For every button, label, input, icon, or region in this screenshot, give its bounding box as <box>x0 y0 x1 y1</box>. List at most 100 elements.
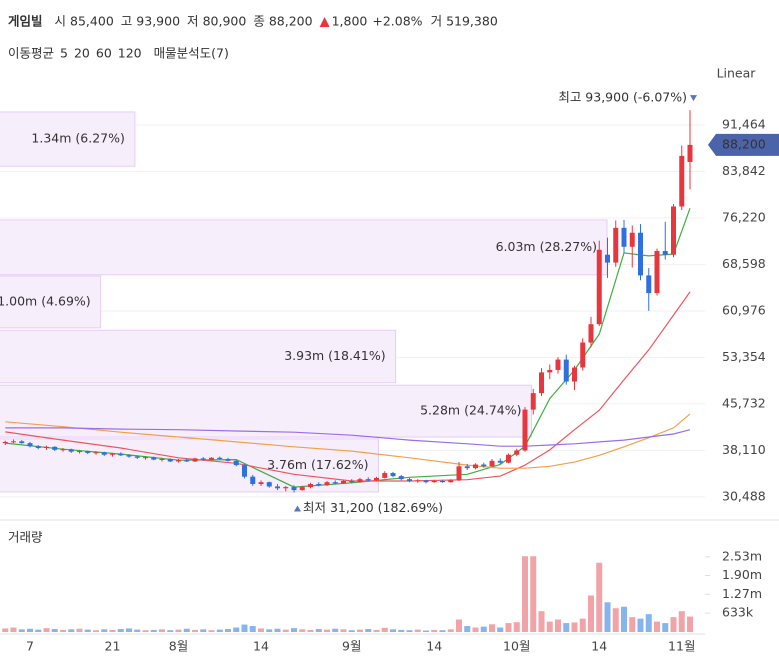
volume-bar <box>18 629 25 632</box>
high-marker <box>690 95 697 102</box>
volume-bar <box>282 629 289 632</box>
volume-bar <box>431 629 438 632</box>
candle-body <box>596 249 602 325</box>
volume-bar <box>233 627 240 632</box>
label-layer: Linear 게임빌 시 85,400 고 93,900 저 80,900 종 88,200 1,… <box>0 14 779 654</box>
volume-bar <box>546 621 553 632</box>
x-tick-label: 9월 <box>342 639 361 654</box>
candle-body <box>192 458 198 462</box>
header-label: 시 <box>55 14 67 29</box>
x-tick-label: 7 <box>26 639 34 654</box>
candle-body <box>27 443 33 447</box>
volume-bar <box>68 629 75 632</box>
candle-body <box>382 473 388 478</box>
volume-bar <box>315 629 322 632</box>
candle-body <box>250 476 256 485</box>
volume-bar <box>555 619 561 632</box>
y-tick-label: 45,732 <box>722 395 766 410</box>
volume-bar <box>249 626 256 632</box>
moving-average-line <box>5 291 691 482</box>
candle-body <box>530 393 536 410</box>
price-change-pct: +2.08% <box>372 14 422 29</box>
header-value: 80,900 <box>203 14 247 29</box>
candle-body <box>299 487 305 491</box>
volume-bar <box>662 623 669 632</box>
volume-profile-label: 5.28m (24.74%) <box>420 403 521 418</box>
volume-bar <box>109 629 116 632</box>
header-label: 고 <box>121 14 133 29</box>
candle-body <box>555 359 561 370</box>
x-tick-label: 8월 <box>169 639 188 654</box>
candle-body <box>275 486 280 489</box>
candle-body <box>646 275 652 294</box>
volume-profile-band <box>0 275 102 329</box>
last-price-tag <box>708 133 779 156</box>
candle-body <box>489 460 495 467</box>
volume-profile-label: 1.00m (4.69%) <box>0 293 91 308</box>
volume-bar <box>192 629 198 632</box>
candle-body <box>184 460 190 462</box>
volume-bar <box>142 630 149 632</box>
volume-bar <box>596 562 603 632</box>
volume-bar <box>348 630 355 632</box>
stock-name: 게임빌 <box>8 14 43 29</box>
legend-entry: 60 <box>96 46 112 61</box>
candle-body <box>539 372 544 394</box>
candle-body <box>390 473 396 477</box>
candle-body <box>291 487 297 491</box>
volume-profile-band <box>0 329 397 384</box>
volume-tick-label: 633k <box>722 605 754 620</box>
volume-profile-label: 1.34m (6.27%) <box>31 131 124 146</box>
candle-body <box>52 446 58 450</box>
candle-body <box>605 254 610 263</box>
scale-label: Linear <box>717 66 757 81</box>
candle-body <box>93 452 99 454</box>
candle-body <box>200 458 206 460</box>
volume-bar <box>2 628 9 632</box>
candle-body <box>679 155 685 207</box>
volume-bar <box>579 618 586 632</box>
volume-bar <box>621 606 627 632</box>
volume-bar <box>390 629 396 632</box>
volume-bar <box>687 616 693 632</box>
volume-bar <box>175 629 182 632</box>
volume-bar <box>472 627 479 632</box>
candle-body <box>217 457 223 460</box>
volume-bar <box>447 629 454 632</box>
candle-body <box>151 457 157 460</box>
candle-body <box>341 480 346 484</box>
candle-body <box>332 482 338 484</box>
header-value: 93,900 <box>136 14 180 29</box>
candle-body <box>242 465 247 477</box>
candle-body <box>324 482 330 486</box>
candle-body <box>143 457 148 459</box>
legend-entry: 5 <box>60 46 68 61</box>
volume-bar <box>307 629 314 632</box>
high-annotation: 최고 93,900 (-6.07%) <box>558 90 687 105</box>
candle-body <box>176 460 181 462</box>
volume-bar <box>497 627 504 632</box>
volume-tick-label: 1.27m <box>722 586 762 601</box>
y-tick-label: 83,842 <box>722 163 766 178</box>
volume-bar <box>357 629 363 632</box>
volume-bar <box>35 629 42 632</box>
candle-body <box>2 441 8 444</box>
candle-body <box>266 482 272 487</box>
candle-body <box>580 342 586 368</box>
volume-bar <box>150 629 157 632</box>
volume-bar <box>117 629 124 632</box>
volume-bar <box>588 595 594 632</box>
volume-profile-band <box>0 438 379 493</box>
background-layer <box>0 111 779 635</box>
candle-body <box>662 251 668 255</box>
candle-body <box>233 460 239 466</box>
candle-body <box>167 459 173 462</box>
candle-body <box>621 227 627 247</box>
candle-body <box>101 452 107 455</box>
volume-bar <box>365 629 372 632</box>
volume-bar <box>266 629 273 632</box>
volume-bar <box>216 629 223 632</box>
candle-body <box>473 464 478 469</box>
candle-body <box>547 369 553 373</box>
volume-bar <box>505 623 512 632</box>
